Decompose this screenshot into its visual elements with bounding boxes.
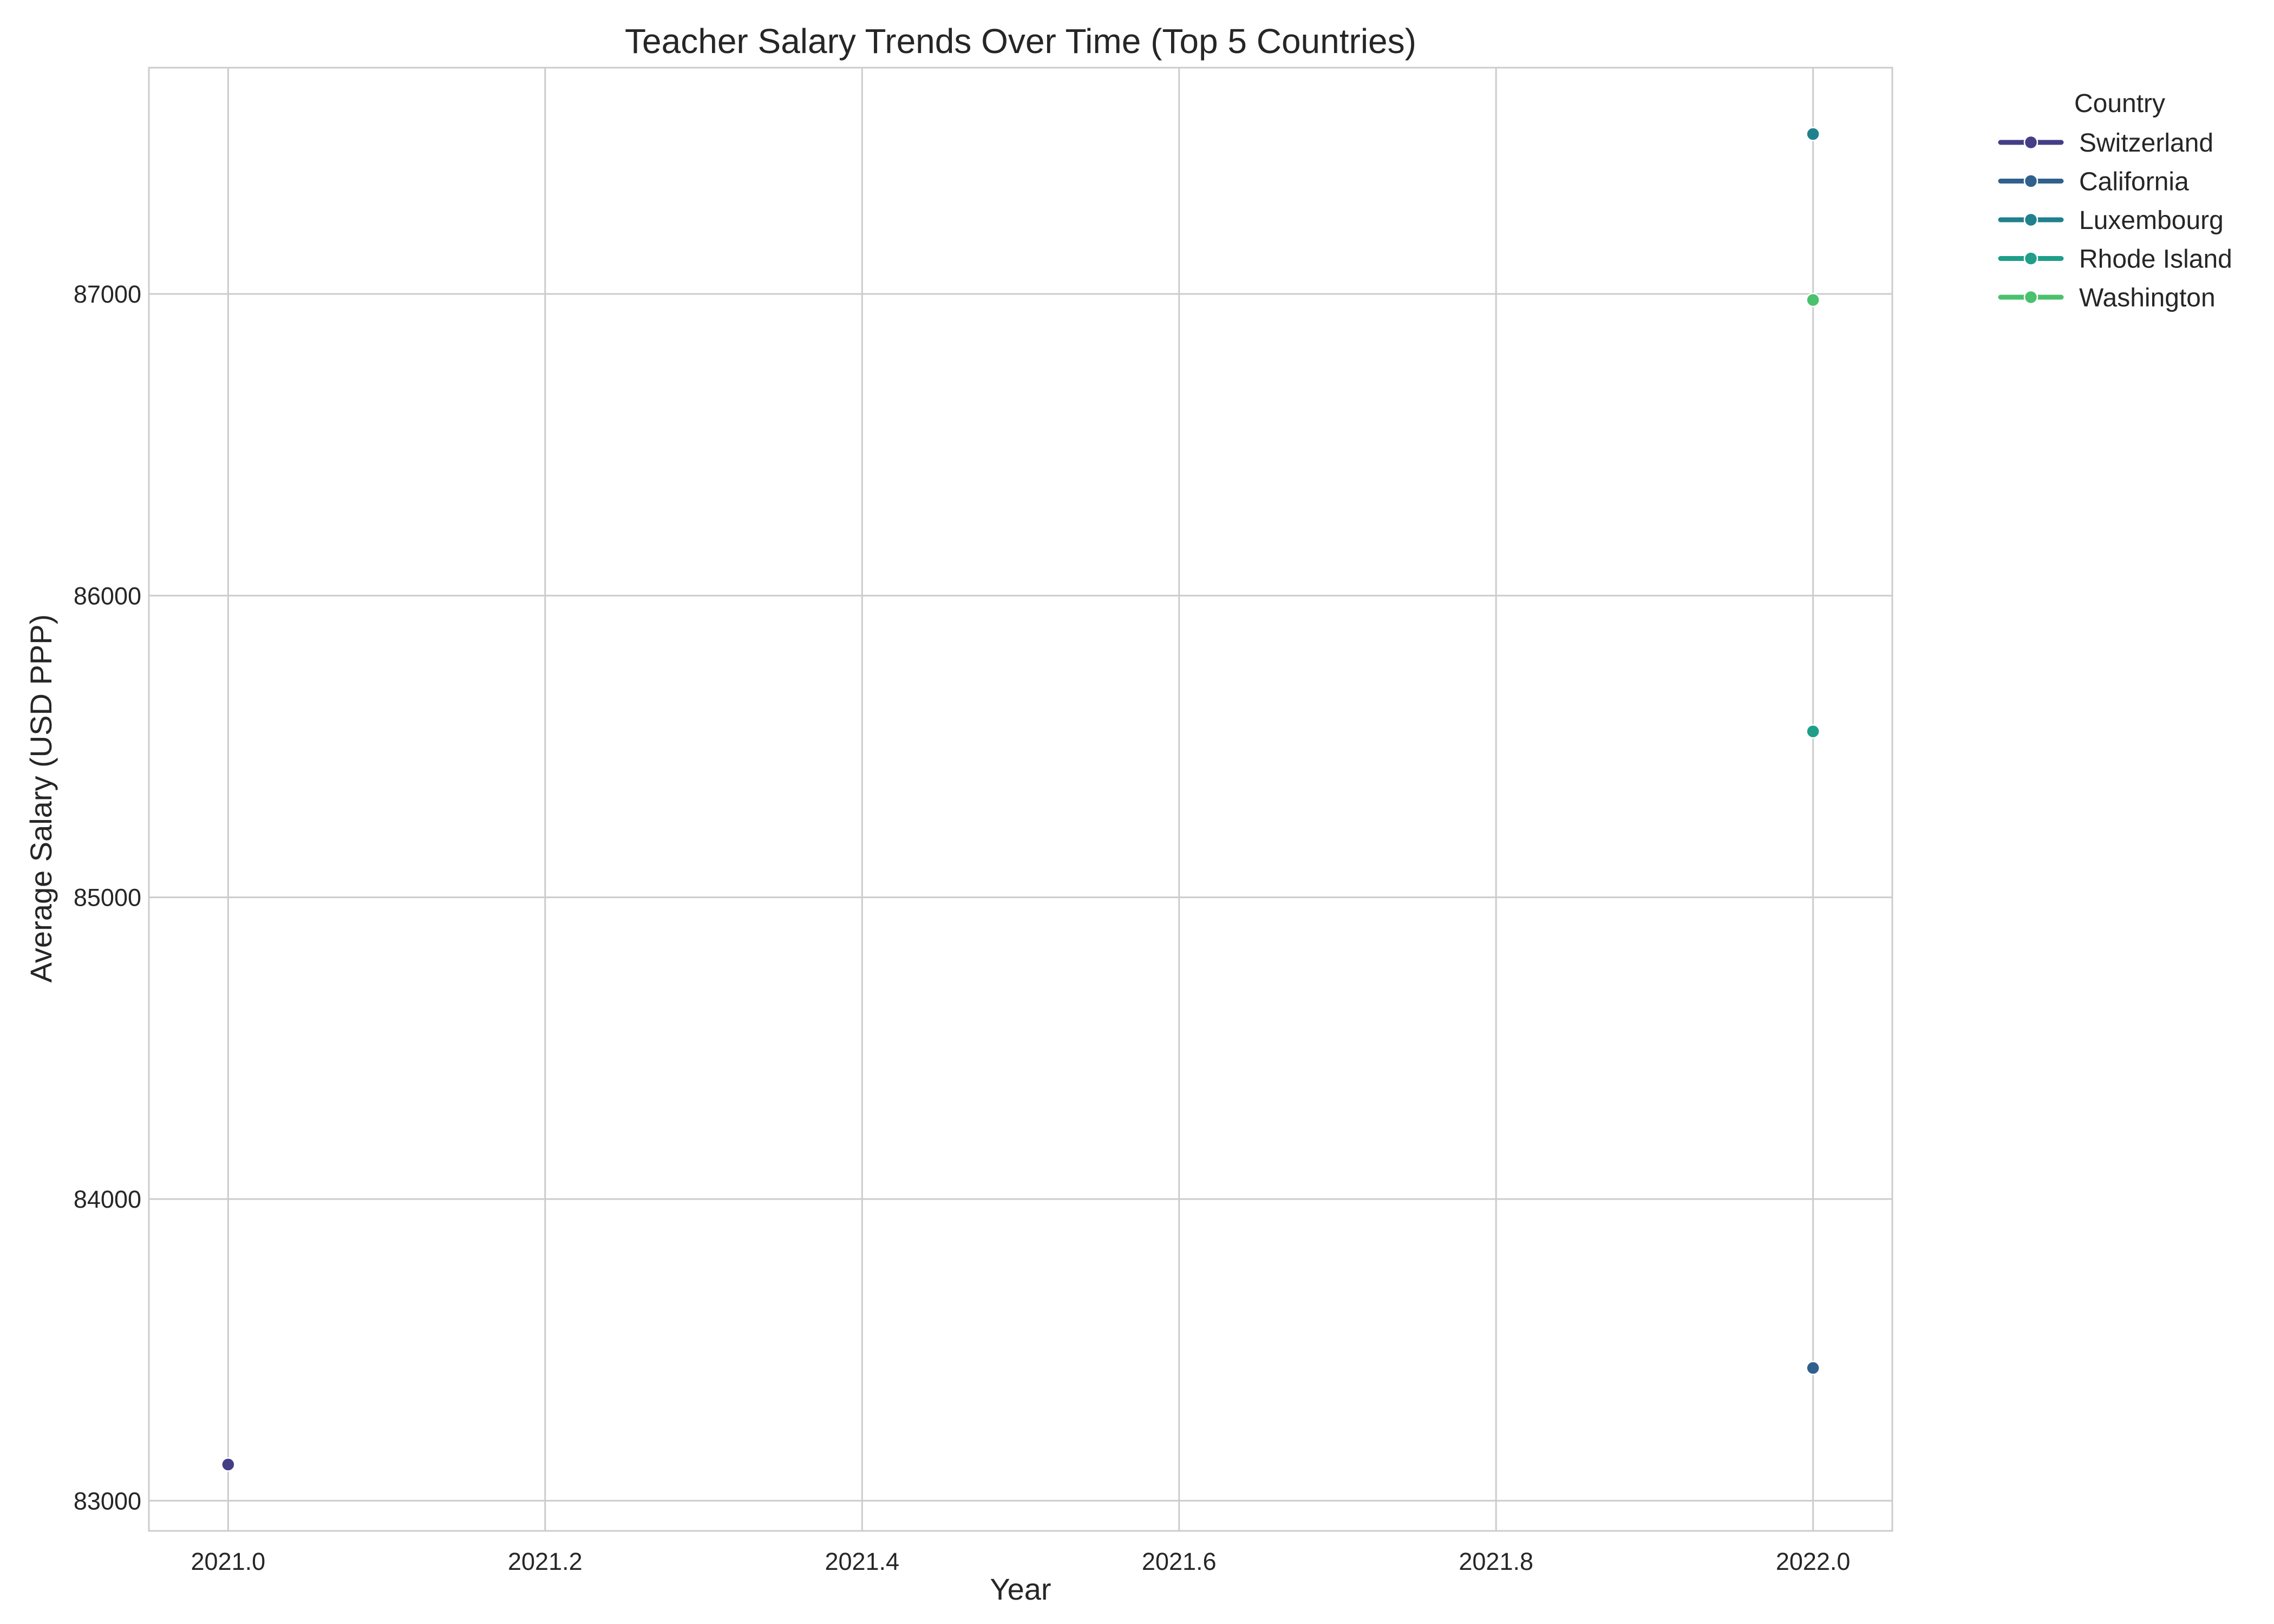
- legend-label: Rhode Island: [2079, 245, 2232, 274]
- legend-item-california: California: [1998, 168, 2189, 197]
- legend-item-washington: Washington: [1998, 284, 2216, 312]
- plot-frame: [148, 67, 1893, 1532]
- grid: [149, 68, 1892, 1531]
- x-tick-label: 2022.0: [1776, 1548, 1851, 1575]
- series-washington: [1806, 292, 1820, 307]
- legend-items: Switzerland California Luxembourg Rhode Isl…: [1998, 129, 2232, 312]
- y-axis-ticks: 83000 84000 85000 86000 87000: [74, 280, 141, 1515]
- data-point-luxembourg: [1806, 127, 1820, 141]
- legend-swatch-marker: [2023, 174, 2038, 188]
- legend: Country Switzerland California Luxembourg R…: [1998, 89, 2232, 312]
- legend-label: California: [2079, 168, 2189, 197]
- y-tick-label: 83000: [74, 1487, 141, 1515]
- legend-item-rhode-island: Rhode Island: [1998, 245, 2232, 274]
- legend-item-luxembourg: Luxembourg: [1998, 206, 2224, 235]
- legend-swatch-marker: [2023, 290, 2038, 305]
- x-tick-label: 2021.6: [1142, 1548, 1217, 1575]
- legend-item-switzerland: Switzerland: [1998, 129, 2213, 158]
- y-tick-label: 86000: [74, 582, 141, 610]
- data-point-rhode-island: [1806, 724, 1820, 739]
- x-tick-label: 2021.4: [825, 1548, 899, 1575]
- legend-label: Switzerland: [2079, 129, 2213, 158]
- x-axis-ticks: 2021.0 2021.2 2021.4 2021.6 2021.8 2022.0: [191, 1548, 1851, 1575]
- x-tick-label: 2021.0: [191, 1548, 266, 1575]
- legend-label: Washington: [2079, 284, 2216, 312]
- series-luxembourg: [1806, 127, 1820, 141]
- data-point-washington: [1806, 292, 1820, 307]
- legend-swatch-marker: [2023, 212, 2038, 227]
- legend-label: Luxembourg: [2079, 206, 2224, 235]
- y-tick-label: 84000: [74, 1186, 141, 1213]
- chart-title: Teacher Salary Trends Over Time (Top 5 C…: [625, 22, 1416, 61]
- series-layer: [221, 127, 1820, 1472]
- data-point-switzerland: [221, 1457, 236, 1472]
- legend-swatch-marker: [2023, 251, 2038, 266]
- y-tick-label: 85000: [74, 884, 141, 912]
- y-axis-label: Average Salary (USD PPP): [24, 614, 58, 983]
- x-tick-label: 2021.8: [1459, 1548, 1533, 1575]
- series-switzerland: [221, 1457, 236, 1472]
- legend-swatch-marker: [2023, 135, 2038, 150]
- x-tick-label: 2021.2: [508, 1548, 583, 1575]
- y-tick-label: 87000: [74, 280, 141, 308]
- x-axis-label: Year: [990, 1572, 1051, 1606]
- series-rhode-island: [1806, 724, 1820, 739]
- legend-title: Country: [2074, 89, 2165, 118]
- data-point-california: [1806, 1360, 1820, 1376]
- series-california: [1806, 1360, 1820, 1376]
